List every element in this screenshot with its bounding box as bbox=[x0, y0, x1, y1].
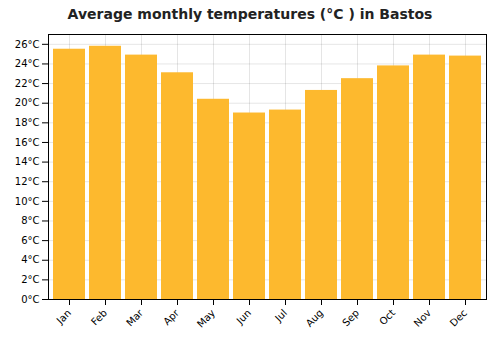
svg-text:8°C: 8°C bbox=[21, 215, 39, 226]
svg-text:20°C: 20°C bbox=[15, 97, 40, 108]
svg-text:Oct: Oct bbox=[377, 307, 397, 327]
svg-text:12°C: 12°C bbox=[15, 176, 40, 187]
svg-text:Feb: Feb bbox=[89, 307, 109, 327]
svg-text:Jun: Jun bbox=[234, 307, 254, 327]
svg-text:16°C: 16°C bbox=[15, 137, 40, 148]
svg-text:Apr: Apr bbox=[161, 307, 182, 328]
svg-text:14°C: 14°C bbox=[15, 156, 40, 167]
svg-text:4°C: 4°C bbox=[21, 254, 39, 265]
svg-text:May: May bbox=[195, 307, 217, 329]
svg-text:10°C: 10°C bbox=[15, 196, 40, 207]
svg-text:Dec: Dec bbox=[448, 307, 469, 328]
svg-text:Aug: Aug bbox=[304, 307, 326, 329]
svg-text:Nov: Nov bbox=[412, 307, 434, 329]
svg-text:0°C: 0°C bbox=[21, 294, 39, 305]
svg-text:26°C: 26°C bbox=[15, 39, 40, 50]
svg-text:18°C: 18°C bbox=[15, 117, 40, 128]
svg-text:Sep: Sep bbox=[340, 307, 361, 328]
svg-text:Jan: Jan bbox=[54, 307, 73, 326]
svg-text:2°C: 2°C bbox=[21, 274, 39, 285]
svg-text:Mar: Mar bbox=[124, 307, 146, 329]
svg-text:Jul: Jul bbox=[272, 307, 289, 324]
svg-text:24°C: 24°C bbox=[15, 58, 40, 69]
svg-text:22°C: 22°C bbox=[15, 78, 40, 89]
html-text:Average monthly temperatures (: Average monthly temperatures (°C ) in Ba… bbox=[67, 6, 433, 22]
svg-text:6°C: 6°C bbox=[21, 235, 39, 246]
